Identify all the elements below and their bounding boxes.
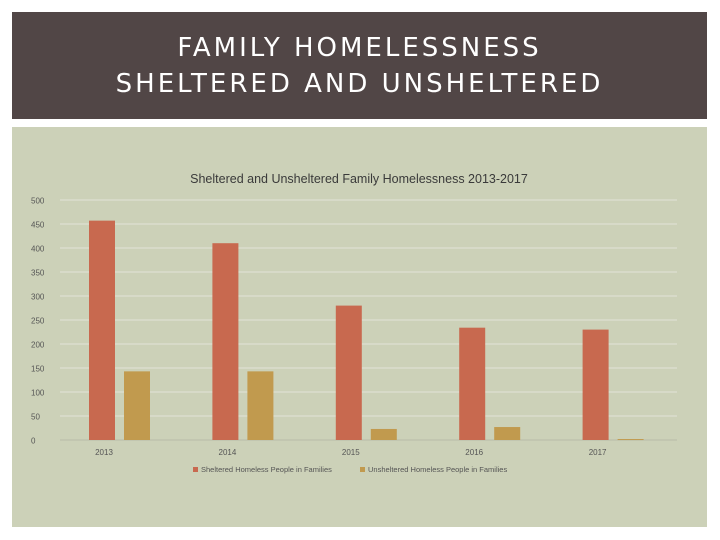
- y-tick-label-0: 0: [31, 437, 36, 446]
- x-tick-label-2014: 2014: [219, 448, 237, 457]
- y-tick-label-500: 500: [31, 197, 45, 206]
- y-axis-ticks: 0 50 100 150 200 250 300 350 400 450 500: [31, 197, 45, 446]
- chart-panel: Sheltered and Unsheltered Family Homeles…: [12, 127, 707, 527]
- bar-unsheltered-2014: [247, 371, 274, 440]
- x-axis-ticks: 2013 2014 2015 2016 2017: [95, 448, 607, 457]
- x-tick-label-2017: 2017: [589, 448, 607, 457]
- y-tick-label-300: 300: [31, 293, 45, 302]
- bar-unsheltered-2015: [370, 428, 397, 440]
- gridlines: [60, 199, 677, 441]
- slide-title-line-2: SHELTERED AND UNSHELTERED: [115, 68, 604, 99]
- y-tick-label-200: 200: [31, 341, 45, 350]
- bar-sheltered-2013: [89, 220, 115, 440]
- y-tick-label-400: 400: [31, 245, 45, 254]
- x-tick-label-2013: 2013: [95, 448, 113, 457]
- bar-unsheltered-2017: [617, 439, 644, 441]
- x-tick-label-2015: 2015: [342, 448, 360, 457]
- y-tick-label-150: 150: [31, 365, 45, 374]
- legend: Sheltered Homeless People in Families Uns…: [193, 465, 507, 474]
- bar-sheltered-2015: [335, 305, 362, 440]
- bar-unsheltered-2016: [494, 427, 521, 440]
- y-tick-label-350: 350: [31, 269, 45, 278]
- chart-title: Sheltered and Unsheltered Family Homeles…: [190, 172, 528, 186]
- y-tick-label-250: 250: [31, 317, 45, 326]
- bar-chart: Sheltered and Unsheltered Family Homeles…: [31, 172, 677, 474]
- y-tick-label-100: 100: [31, 389, 45, 398]
- slide-title-line-1: FAMILY HOMELESSNESS: [177, 32, 542, 63]
- legend-swatch-unsheltered: [360, 467, 365, 472]
- legend-label-unsheltered: Unsheltered Homeless People in Families: [368, 465, 507, 474]
- legend-label-sheltered: Sheltered Homeless People in Families: [201, 465, 332, 474]
- bar-unsheltered-2013: [124, 371, 150, 440]
- bars: [89, 220, 644, 441]
- bar-sheltered-2016: [459, 327, 486, 440]
- y-tick-label-450: 450: [31, 221, 45, 230]
- bar-sheltered-2014: [212, 243, 239, 440]
- y-tick-label-50: 50: [31, 413, 40, 422]
- bar-sheltered-2017: [582, 329, 609, 440]
- slide-title-banner: FAMILY HOMELESSNESS SHELTERED AND UNSHEL…: [12, 12, 707, 119]
- legend-swatch-sheltered: [193, 467, 198, 472]
- x-tick-label-2016: 2016: [465, 448, 483, 457]
